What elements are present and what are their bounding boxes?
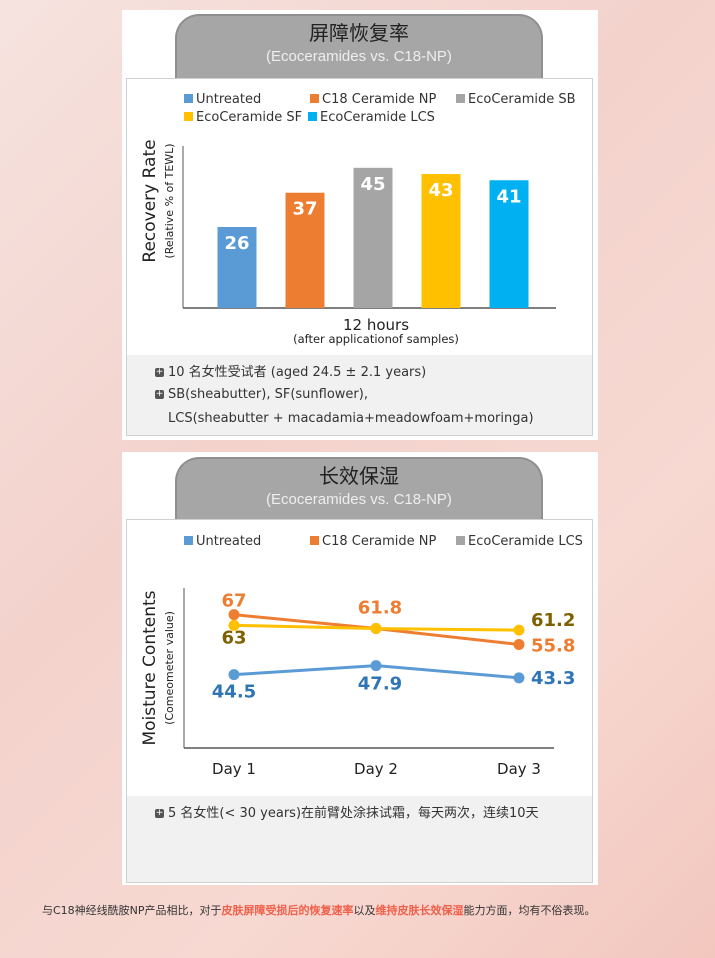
summary-part: 与C18神经线酰胺NP产品相比，对于 [42, 904, 222, 917]
data-point [513, 672, 525, 684]
data-point [513, 624, 525, 636]
legend-swatch [308, 112, 317, 121]
legend-label: C18 Ceramide NP [322, 92, 437, 107]
data-label: 45 [360, 174, 385, 195]
legend-swatch [456, 536, 465, 545]
legend-swatch [184, 94, 193, 103]
legend-swatch [184, 536, 193, 545]
data-label: 26 [224, 233, 249, 254]
legend-label: EcoCeramide SB [468, 92, 576, 107]
legend-label: C18 Ceramide NP [322, 534, 437, 549]
legend-swatch [310, 536, 319, 545]
barrier-recovery-card: 屏障恢复率 (Ecoceramides vs. C18-NP) Untreate… [122, 10, 598, 440]
data-point [513, 639, 525, 651]
x-axis-sublabel: (after applicationof samples) [293, 332, 459, 346]
summary-part: 以及 [353, 904, 376, 917]
chart-title: 屏障恢复率 [309, 21, 409, 45]
chart-title: 长效保湿 [319, 464, 399, 488]
line-chart-box: Untreated C18 Ceramide NP EcoCeramide LCS D… [126, 519, 593, 883]
notes-footer: +5 名女性(< 30 years)在前臂处涂抹试霜，每天两次，连续10天 [127, 796, 592, 882]
note: LCS(sheabutter + macadamia+meadowfoam+mo… [168, 411, 534, 426]
x-tick-label: Day 1 [212, 760, 256, 778]
note: 10 名女性受试者 (aged 24.5 ± 2.1 years) [168, 365, 427, 380]
plus-icon: + [155, 367, 164, 377]
chart-title-tab: 长效保湿 (Ecoceramides vs. C18-NP) [175, 457, 543, 519]
summary-text: 与C18神经线酰胺NP产品相比，对于皮肤屏障受损后的恢复速率以及维持皮肤长效保湿… [42, 902, 596, 918]
y-axis-label: Moisture Contents [140, 590, 160, 745]
data-label: 61.8 [358, 598, 402, 619]
legend-swatch [184, 112, 193, 121]
bar [285, 192, 325, 308]
x-axis-label: 12 hours [343, 316, 409, 334]
bar-chart-box: Untreated C18 Ceramide NP EcoCeramide SB Ec… [126, 78, 593, 436]
data-point [228, 669, 240, 681]
data-label: 43 [428, 180, 453, 201]
data-label: 41 [496, 186, 521, 207]
data-point [370, 660, 382, 672]
line-chart: Untreated C18 Ceramide NP EcoCeramide LCS D… [140, 534, 583, 778]
plus-icon: + [155, 389, 164, 399]
summary-highlight: 维持皮肤长效保湿 [375, 904, 464, 917]
chart-subtitle: (Ecoceramides vs. C18-NP) [266, 48, 452, 65]
data-label: 43.3 [531, 668, 575, 689]
data-label: 44.5 [212, 682, 256, 703]
legend-label: EcoCeramide LCS [320, 110, 435, 125]
note: 5 名女性(< 30 years)在前臂处涂抹试霜，每天两次，连续10天 [168, 806, 539, 821]
data-label: 47.9 [358, 674, 402, 695]
legend-swatch [456, 94, 465, 103]
data-label: 63 [221, 627, 246, 648]
summary-part: 能力方面，均有不俗表现。 [463, 904, 596, 917]
data-point [370, 623, 382, 635]
legend-label: EcoCeramide SF [196, 110, 302, 125]
summary-highlight: 皮肤屏障受损后的恢复速率 [221, 904, 354, 917]
note: SB(sheabutter), SF(sunflower), [168, 387, 368, 402]
bar-chart: Untreated C18 Ceramide NP EcoCeramide SB Ec… [140, 92, 576, 346]
legend-label: EcoCeramide LCS [468, 534, 583, 549]
data-label: 37 [292, 199, 317, 220]
data-point [228, 609, 240, 621]
y-axis-label: Recovery Rate [140, 139, 160, 262]
y-axis-sublabel: (Relative % of TEWL) [163, 143, 176, 258]
chart-subtitle: (Ecoceramides vs. C18-NP) [266, 491, 452, 508]
chart-title-tab: 屏障恢复率 (Ecoceramides vs. C18-NP) [175, 14, 543, 78]
data-point [228, 619, 240, 631]
x-tick-label: Day 2 [354, 760, 398, 778]
bar [421, 174, 461, 308]
bar [217, 227, 257, 308]
legend-swatch [310, 94, 319, 103]
legend-label: Untreated [196, 534, 261, 549]
bar [353, 167, 393, 308]
data-label: 67 [221, 591, 246, 612]
bar [489, 180, 529, 308]
x-tick-label: Day 3 [497, 760, 541, 778]
data-label: 55.8 [531, 636, 575, 657]
legend-label: Untreated [196, 92, 261, 107]
moisture-card: 长效保湿 (Ecoceramides vs. C18-NP) Untreated… [122, 452, 598, 885]
notes-footer: +10 名女性受试者 (aged 24.5 ± 2.1 years) + SB(s… [127, 355, 592, 435]
data-label: 61.2 [531, 610, 575, 631]
plus-icon: + [155, 808, 164, 818]
y-axis-sublabel: (Comeometer value) [163, 611, 176, 725]
